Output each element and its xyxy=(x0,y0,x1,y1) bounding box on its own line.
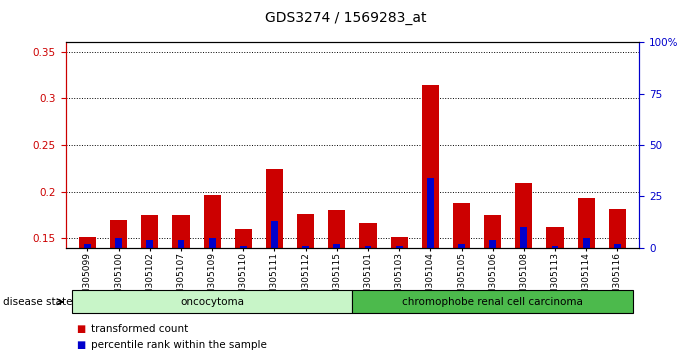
Bar xyxy=(520,227,527,354)
Text: percentile rank within the sample: percentile rank within the sample xyxy=(91,340,267,350)
Text: ■: ■ xyxy=(76,340,85,350)
Bar xyxy=(141,215,158,354)
Bar xyxy=(172,215,189,354)
Text: disease state: disease state xyxy=(3,297,73,307)
Bar xyxy=(359,223,377,354)
Bar xyxy=(489,240,496,354)
Bar xyxy=(240,246,247,354)
Bar xyxy=(178,240,184,354)
Text: oncocytoma: oncocytoma xyxy=(180,297,244,307)
Bar xyxy=(328,211,346,354)
Text: ■: ■ xyxy=(76,324,85,334)
Bar xyxy=(427,178,434,354)
Bar xyxy=(209,238,216,354)
Bar xyxy=(453,203,470,354)
Bar xyxy=(271,221,278,354)
Bar xyxy=(484,215,501,354)
Bar xyxy=(333,244,340,354)
Text: chromophobe renal cell carcinoma: chromophobe renal cell carcinoma xyxy=(402,297,583,307)
Bar xyxy=(365,246,372,354)
Bar xyxy=(266,170,283,354)
Bar xyxy=(583,238,589,354)
Bar xyxy=(146,240,153,354)
Bar xyxy=(115,238,122,354)
Bar xyxy=(204,195,220,354)
Bar xyxy=(297,214,314,354)
Bar xyxy=(609,209,626,354)
Bar xyxy=(390,236,408,354)
Text: GDS3274 / 1569283_at: GDS3274 / 1569283_at xyxy=(265,11,426,25)
Bar xyxy=(515,183,533,354)
Bar xyxy=(302,246,309,354)
Bar xyxy=(422,85,439,354)
Bar xyxy=(458,244,465,354)
Text: transformed count: transformed count xyxy=(91,324,189,334)
Bar xyxy=(578,198,595,354)
Bar xyxy=(614,244,621,354)
Bar xyxy=(547,227,564,354)
Bar xyxy=(84,244,91,354)
Bar xyxy=(235,229,252,354)
Bar xyxy=(79,236,96,354)
Bar xyxy=(110,220,127,354)
Bar xyxy=(396,246,403,354)
Bar xyxy=(551,246,558,354)
